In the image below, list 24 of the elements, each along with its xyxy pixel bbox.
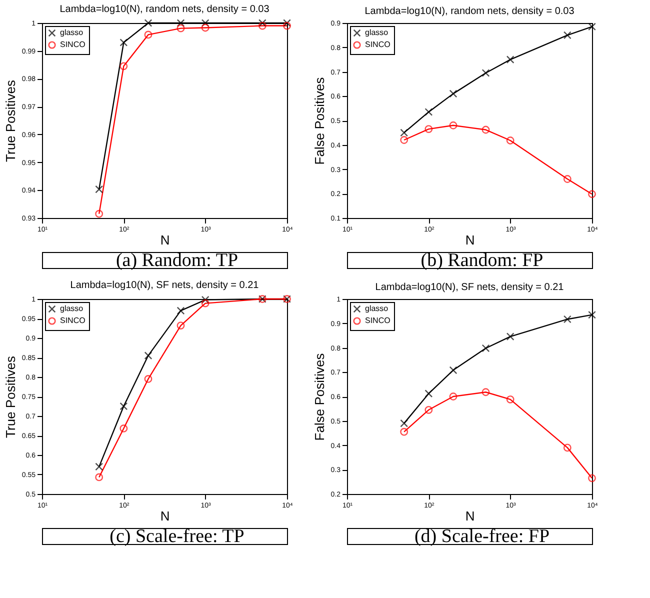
text: (b) Random: FP: [420, 250, 544, 271]
legend-label: glasso: [365, 28, 389, 37]
x-axis-title: N: [160, 232, 170, 248]
x-axis-title: N: [160, 508, 170, 524]
y-axis-title: False Positives: [312, 76, 327, 165]
y-axis-title: True Positives: [2, 356, 18, 438]
legend-label: SINCO: [365, 40, 390, 49]
text: (c) Scale-free: TP: [110, 526, 244, 547]
x-axis-title: N: [465, 508, 475, 524]
legend-label: SINCO: [365, 316, 390, 325]
chart-title: Lambda=log10(N), SF nets, density = 0.21: [375, 282, 564, 293]
chart-title: Lambda=log10(N), random nets, density = 0.03: [60, 4, 270, 16]
chart-title: Lambda=log10(N), SF nets, density = 0.21: [70, 280, 260, 292]
chart-title: Lambda=log10(N), random nets, density = 0.03: [364, 6, 575, 17]
y-axis-title: False Positives: [312, 352, 327, 441]
legend-label: glasso: [365, 304, 389, 313]
legend-label: glasso: [60, 28, 84, 37]
text: (a) Random: TP: [116, 250, 238, 271]
legend-label: SINCO: [60, 316, 86, 325]
legend-label: glasso: [60, 304, 84, 313]
legend-label: SINCO: [60, 40, 86, 49]
x-axis-title: N: [465, 232, 475, 248]
y-axis-title: True Positives: [2, 80, 18, 162]
text: (d) Scale-free: FP: [414, 526, 550, 547]
